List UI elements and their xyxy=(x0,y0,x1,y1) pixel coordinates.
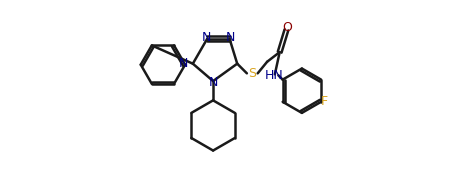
Text: F: F xyxy=(321,95,328,108)
Text: N: N xyxy=(226,31,235,44)
Text: HN: HN xyxy=(264,69,283,82)
Text: N: N xyxy=(208,75,218,89)
Text: N: N xyxy=(202,31,211,44)
Text: N: N xyxy=(179,57,188,70)
Text: O: O xyxy=(282,21,292,35)
Text: S: S xyxy=(248,67,256,80)
